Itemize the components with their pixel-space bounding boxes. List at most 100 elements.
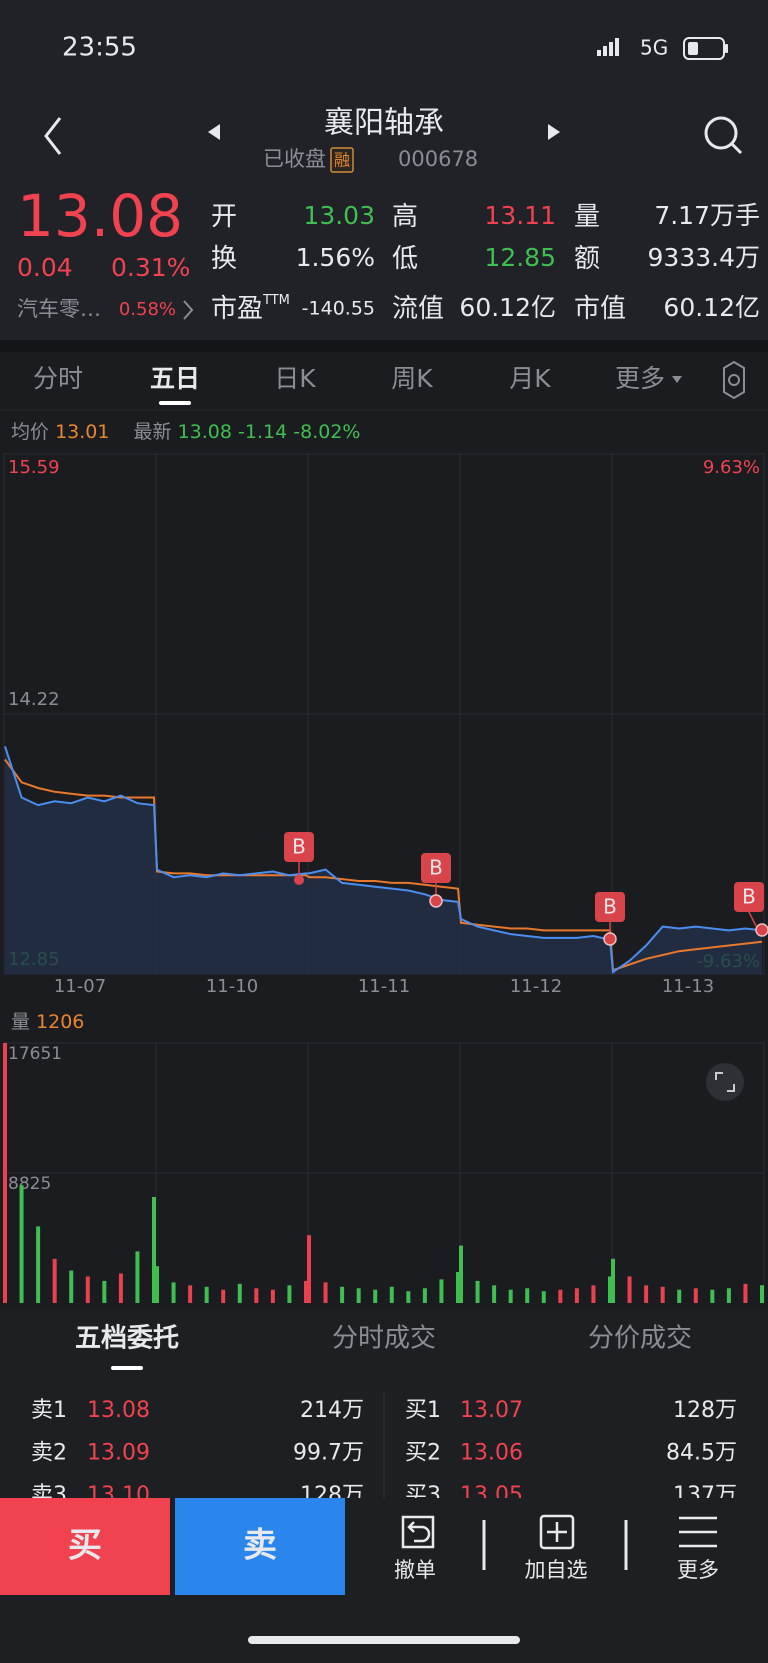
buy-label: 买 [68,1526,102,1566]
latest-change: -1.14 [238,421,287,443]
period-tab[interactable]: 月K [509,364,551,393]
stat-value: 13.11 [484,201,556,230]
order-tab[interactable]: 分价成交 [588,1324,692,1354]
period-tab[interactable]: 分时 [33,364,83,393]
more-button[interactable]: 更多 [677,1516,719,1582]
trade-marker[interactable]: B [734,882,768,937]
period-tab[interactable]: 更多 [615,364,665,393]
volume-info: 量 1206 [11,1011,84,1033]
volume-bar [19,1185,24,1303]
stat-value: 9333.4万 [648,243,760,272]
volume-bar [422,1288,427,1303]
volume-bar [508,1289,513,1303]
trade-marker-label: B [603,895,617,919]
add-watchlist-button[interactable]: 加自选 [525,1514,588,1582]
volume-bar [373,1289,378,1303]
volume-bar [558,1289,563,1303]
trade-marker-label: B [429,856,443,880]
sector-arrow[interactable] [183,300,194,320]
stat-label: 高 [392,202,418,232]
stat-value: -140.55 [302,298,375,320]
order-tab[interactable]: 分时成交 [332,1324,436,1354]
stat-label-text: 额 [574,244,600,274]
volume-bar [69,1270,74,1303]
order-price: 13.09 [87,1441,150,1466]
expand-button[interactable] [706,1063,744,1101]
back-button[interactable] [44,117,62,155]
next-stock[interactable] [548,124,560,140]
volume-bar [541,1291,546,1303]
order-price: 13.06 [460,1441,523,1466]
trade-marker[interactable]: B [421,853,451,908]
stat-value: 60.12亿 [663,293,760,322]
volume-bar [660,1286,665,1303]
volume-bar [389,1286,394,1303]
period-tab[interactable]: 周K [391,364,433,393]
order-level: 卖1 [31,1398,67,1423]
search-button[interactable] [704,116,743,155]
order-tab-indicator [111,1366,143,1370]
volume-bar [270,1289,275,1303]
volume-bar [608,1276,612,1303]
order-tab[interactable]: 五档委托 [75,1324,179,1354]
stat-label: 量 [574,202,600,232]
avg-line [4,758,763,972]
x-tick-label: 11-07 [54,976,106,997]
order-price: 13.08 [87,1398,150,1423]
settings-icon[interactable] [723,360,745,400]
more-arrow [672,376,682,383]
latest-change-percent: -8.02% [293,421,360,443]
volume-bar [644,1285,649,1303]
volume-chart: 量 1206 8825 17651 [3,1011,765,1303]
price-area [5,746,762,974]
volume-bar [574,1288,579,1303]
stat-label-text: 换 [211,244,237,274]
period-tabs: 分时 五日 日K 周K 月K 更多 [33,364,682,405]
order-price: 13.07 [460,1398,523,1423]
cancel-order-button[interactable]: 撤单 [394,1515,436,1582]
volume-bar [611,1258,615,1303]
stat-label-text: 开 [211,202,237,232]
latest-label: 最新 [134,421,172,443]
volume-bar [323,1282,328,1303]
stat-label-text: 高 [392,202,418,232]
buy-button[interactable] [0,1498,170,1595]
sector-name[interactable]: 汽车零… [17,297,101,321]
order-volume: 99.7万 [293,1441,364,1466]
stat-label: 低 [392,244,418,274]
stat-label-text: 市值 [574,294,626,324]
header-background [0,0,768,340]
period-tab[interactable]: 日K [274,364,316,393]
previous-stock[interactable] [208,124,220,140]
price-chart: 12.8514.2215.599.63%-9.63%11-0711-1011-1… [3,453,765,997]
trade-markers: B B B B [284,832,768,946]
volume-bar [525,1288,530,1303]
battery-icon [683,37,728,60]
period-tab[interactable]: 五日 [150,364,200,393]
last-price: 13.08 [17,182,183,250]
trade-marker[interactable]: B [595,892,625,946]
volume-bar [677,1289,682,1303]
chart-info: 均价 13.01 最新 13.08 -1.14 -8.02% [11,421,360,443]
stock-code: 000678 [398,147,478,171]
volume-bar [152,1196,156,1303]
period-tab-indicator [159,401,191,405]
stat-value: 12.85 [484,243,556,272]
order-volume: 84.5万 [666,1441,737,1466]
volume-bar [287,1285,292,1303]
upper-percent: 9.63% [703,457,760,478]
volume-latest: 1206 [36,1011,84,1033]
volume-bar [627,1276,632,1303]
volume-bar [237,1283,242,1303]
settings-icon-dot [728,374,740,386]
signal-icon [597,38,619,56]
volume-bar [171,1282,176,1303]
volume-bar [726,1288,731,1303]
x-tick-label: 11-10 [206,976,258,997]
market-status: 已收盘 [263,147,326,171]
trade-marker[interactable]: B [284,832,314,885]
volume-bar [204,1286,209,1303]
sell-button[interactable] [175,1498,345,1595]
